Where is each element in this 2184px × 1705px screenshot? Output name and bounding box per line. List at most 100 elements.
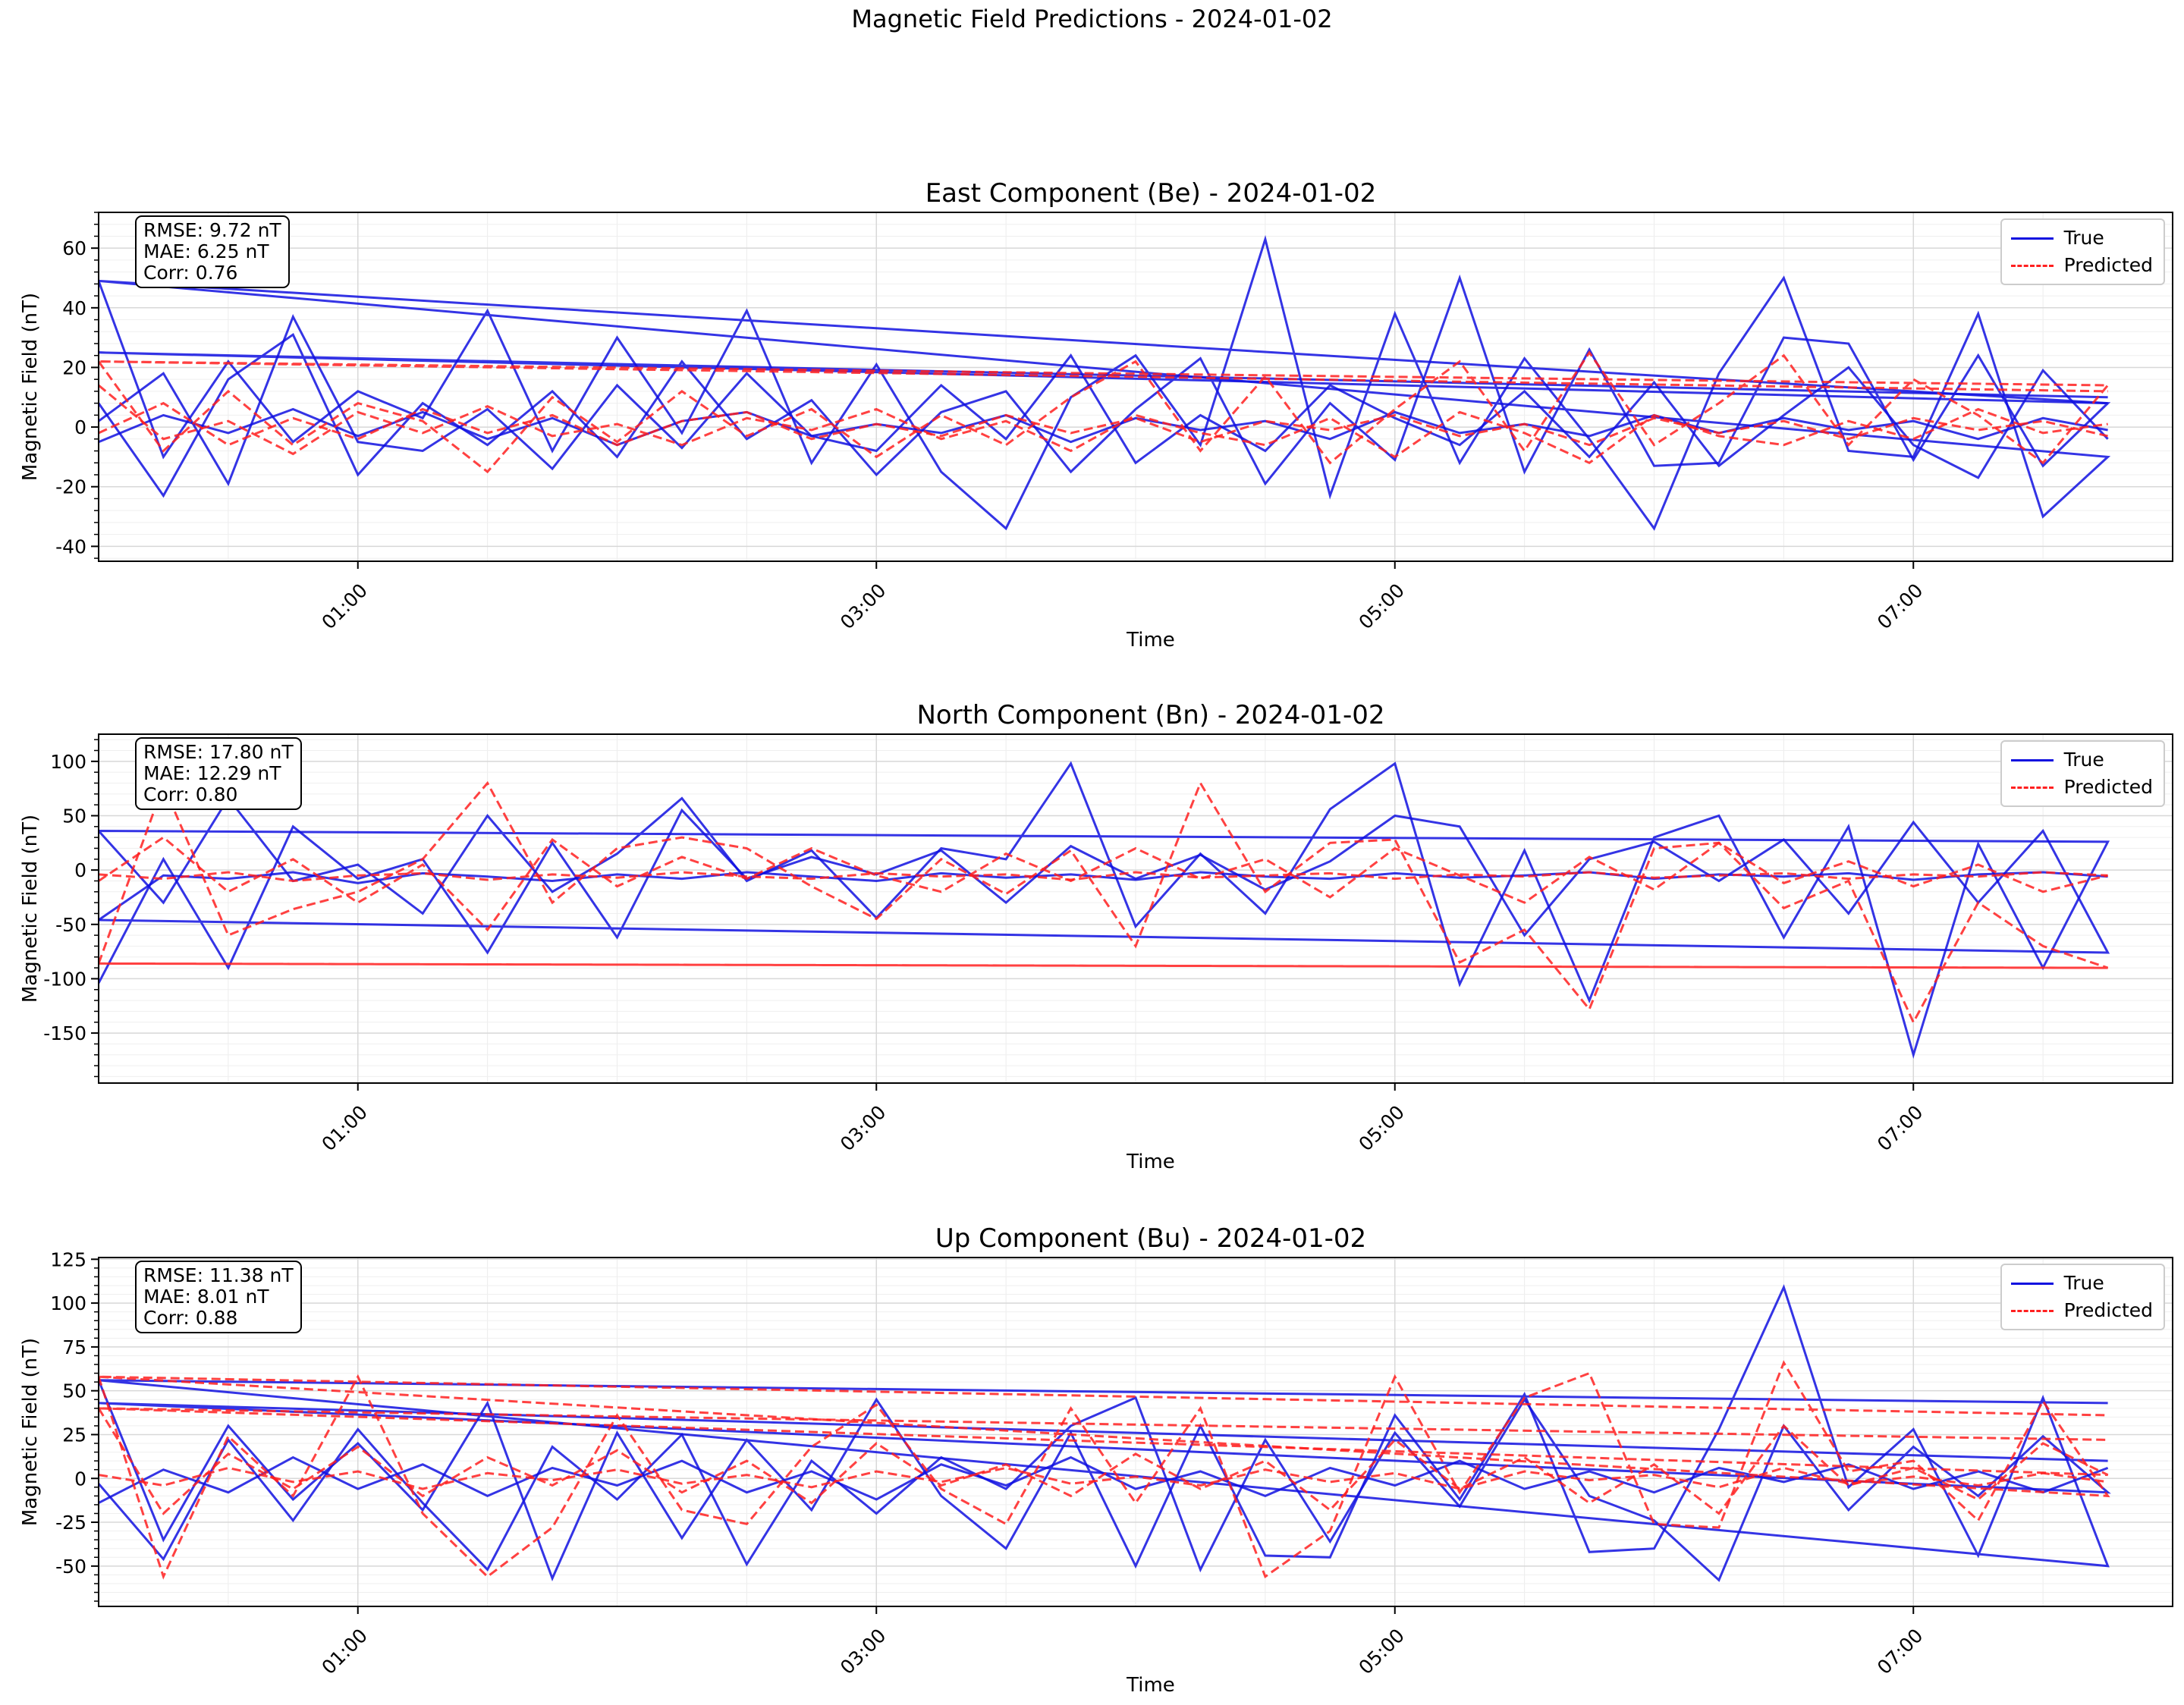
axes-frame (98, 1257, 2173, 1607)
y-tick-label: 60 (62, 237, 86, 259)
stats-line: Corr: 0.80 (143, 783, 238, 805)
series-group (99, 1284, 2111, 1582)
x-axis-label: Time (1126, 1151, 1175, 1173)
stats-line: Corr: 0.88 (143, 1307, 238, 1329)
y-tick-label: 50 (62, 1380, 86, 1402)
y-tick-label: 0 (74, 1468, 86, 1490)
y-tick-label: 20 (62, 356, 86, 378)
axes-frame (98, 733, 2173, 1084)
panel-title: Up Component (Bu) - 2024-01-02 (935, 1223, 1366, 1254)
x-tick-label: 03:00 (836, 1625, 890, 1678)
x-tick-label: 03:00 (836, 1101, 890, 1155)
y-tick-label: -50 (55, 1556, 86, 1578)
x-tick-label: 07:00 (1873, 579, 1927, 633)
legend-entry: True (2010, 1270, 2153, 1297)
true-series-line-1 (99, 1284, 2110, 1581)
y-tick-label: -20 (55, 476, 86, 498)
x-tick-label: 03:00 (836, 579, 890, 633)
y-tick-label: 100 (50, 1292, 86, 1314)
x-tick-label: 01:00 (318, 1625, 372, 1678)
legend-entry: True (2010, 746, 2153, 774)
predicted-series-line-6 (99, 401, 2108, 447)
series-group (99, 761, 2110, 1059)
true-series-line-3 (99, 1455, 2109, 1504)
stats-box: RMSE: 17.80 nT MAE: 12.29 nT Corr: 0.80 (135, 737, 302, 810)
x-tick-label: 05:00 (1355, 579, 1409, 633)
legend-entry: Predicted (2010, 774, 2153, 801)
y-axis-label: Magnetic Field (nT) (19, 293, 42, 481)
legend-label: True (2063, 227, 2104, 249)
x-tick-label: 01:00 (318, 579, 372, 633)
predicted-series-line-5 (99, 1407, 2109, 1515)
predicted-series-line-6 (99, 871, 2108, 883)
y-tick-label: -150 (43, 1022, 86, 1044)
y-tick-label: 25 (62, 1424, 86, 1446)
legend-swatch (2010, 786, 2054, 789)
predicted-series-line-6 (99, 1466, 2108, 1490)
panel-1: -40 -20 0 20 40 60 01:00 03:00 05:00 07:00 East Co… (19, 178, 2173, 652)
legend-swatch (2010, 1309, 2054, 1312)
legend: True Predicted (2000, 1264, 2165, 1330)
legend-entry: Predicted (2010, 1297, 2153, 1324)
predicted-series-line-5 (99, 350, 2110, 474)
stats-line: MAE: 8.01 nT (143, 1286, 269, 1308)
predicted-series-line-4 (99, 1360, 2110, 1580)
true-series-line-1 (99, 234, 2111, 531)
true-series-line-4 (99, 407, 2108, 447)
panel-title: North Component (Bn) - 2024-01-02 (917, 700, 1385, 730)
panel-3: -50 -25 0 25 50 75 100 125 01:00 03:00 05:00 07:00 U… (19, 1223, 2173, 1697)
legend-swatch (2010, 237, 2054, 240)
x-tick-label: 05:00 (1355, 1101, 1409, 1155)
y-tick-label: 75 (62, 1336, 86, 1358)
x-tick-label: 07:00 (1873, 1625, 1927, 1678)
panel-2: -150 -100 -50 0 50 100 01:00 03:00 05:00 07:00 Nor… (19, 700, 2173, 1173)
stats-line: RMSE: 17.80 nT (143, 741, 294, 763)
y-tick-label: 100 (50, 751, 86, 773)
figure-title: Magnetic Field Predictions - 2024-01-02 (851, 5, 1333, 33)
legend-label: Predicted (2063, 254, 2153, 276)
legend: True Predicted (2000, 740, 2165, 807)
true-series-line-2 (99, 274, 2111, 498)
stats-box: RMSE: 9.72 nT MAE: 6.25 nT Corr: 0.76 (135, 215, 290, 288)
y-axis-label: Magnetic Field (nT) (19, 1338, 42, 1526)
y-tick-label: 0 (74, 859, 86, 881)
stats-line: MAE: 6.25 nT (143, 240, 269, 262)
y-axis-label: Magnetic Field (nT) (19, 815, 42, 1003)
x-axis-label: Time (1126, 1674, 1175, 1697)
panel-title: East Component (Be) - 2024-01-02 (925, 178, 1377, 209)
x-tick-label: 01:00 (318, 1101, 372, 1155)
y-tick-label: -25 (55, 1512, 86, 1534)
predicted-series-line-7 (99, 384, 2108, 465)
legend-label: Predicted (2063, 776, 2153, 798)
stats-box: RMSE: 11.38 nT MAE: 8.01 nT Corr: 0.88 (135, 1261, 302, 1333)
true-series-line-2 (99, 1396, 2111, 1582)
series-group (99, 234, 2111, 531)
legend-entry: Predicted (2010, 252, 2153, 279)
y-tick-label: 0 (74, 416, 86, 438)
legend-label: True (2063, 749, 2104, 771)
legend-swatch (2010, 264, 2054, 267)
legend-entry: True (2010, 225, 2153, 252)
stats-line: RMSE: 9.72 nT (143, 219, 281, 241)
predicted-series-line-5 (99, 836, 2108, 932)
legend-swatch (2010, 758, 2054, 761)
y-tick-label: 40 (62, 297, 86, 319)
y-tick-label: -100 (43, 968, 86, 990)
true-series-line-1 (99, 761, 2110, 1059)
x-tick-label: 05:00 (1355, 1625, 1409, 1678)
legend-label: Predicted (2063, 1299, 2153, 1321)
y-tick-label: -50 (55, 914, 86, 936)
stats-line: MAE: 12.29 nT (143, 762, 281, 784)
y-tick-label: 50 (62, 805, 86, 827)
x-tick-label: 07:00 (1873, 1101, 1927, 1155)
y-tick-label: -40 (55, 535, 86, 557)
legend-swatch (2010, 1282, 2054, 1285)
legend-label: True (2063, 1272, 2104, 1294)
stats-line: RMSE: 11.38 nT (143, 1264, 294, 1286)
y-tick-label: 125 (50, 1248, 86, 1270)
legend: True Predicted (2000, 218, 2165, 285)
axes-frame (98, 212, 2173, 562)
minor-grid (94, 212, 2173, 561)
stats-line: Corr: 0.76 (143, 262, 238, 284)
